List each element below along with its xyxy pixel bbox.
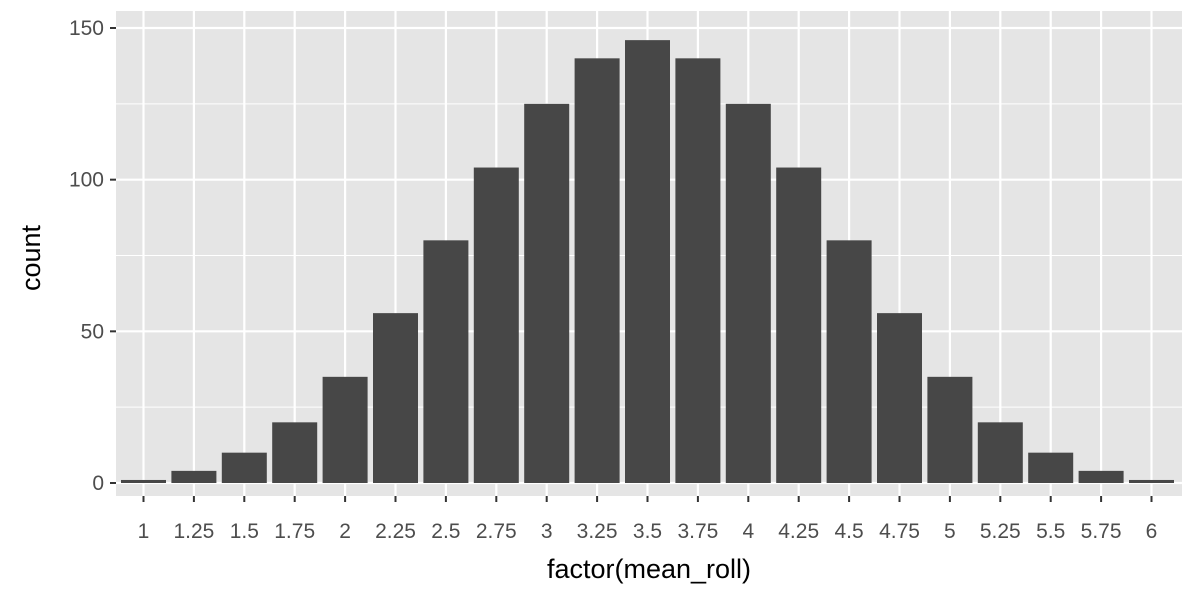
bar-1.5 <box>221 452 267 483</box>
bar-5 <box>927 376 973 483</box>
x-tick-label: 3.5 <box>633 520 662 543</box>
bars <box>121 40 1174 484</box>
x-tick-label: 5.75 <box>1081 520 1122 543</box>
bar-6 <box>1129 479 1174 483</box>
y-axis-title: count <box>16 224 46 291</box>
y-tick-label: 0 <box>92 472 104 495</box>
bar-4.25 <box>776 167 822 484</box>
bar-2.75 <box>473 167 519 484</box>
bar-5.25 <box>977 422 1023 483</box>
bar-4.5 <box>826 240 872 483</box>
bar-4.75 <box>877 313 922 483</box>
x-tick-label: 1.5 <box>230 520 259 543</box>
x-axis-title: factor(mean_roll) <box>547 554 751 584</box>
bar-1 <box>121 479 166 483</box>
bar-2.25 <box>373 313 418 483</box>
x-tick-label: 5.25 <box>980 520 1021 543</box>
x-tick-label: 1.75 <box>274 520 315 543</box>
x-tick-label: 2 <box>339 520 351 543</box>
bar-5.75 <box>1078 470 1124 483</box>
y-tick-label: 150 <box>69 17 104 40</box>
x-tick-label: 4.25 <box>778 520 819 543</box>
bar-5.5 <box>1028 452 1074 483</box>
y-tick-label: 50 <box>81 320 104 343</box>
bar-1.25 <box>171 470 217 483</box>
bar-3.75 <box>675 58 721 483</box>
x-tick-label: 3.25 <box>577 520 618 543</box>
bar-2.5 <box>423 240 469 483</box>
x-tick-label: 6 <box>1146 520 1158 543</box>
y-tick-label: 100 <box>69 169 104 192</box>
x-tick-label: 4.75 <box>879 520 920 543</box>
bar-3 <box>524 103 570 483</box>
x-tick-label: 5.5 <box>1036 520 1065 543</box>
x-tick-label: 2.75 <box>476 520 517 543</box>
x-tick-label: 3.75 <box>677 520 718 543</box>
bar-2 <box>322 376 368 483</box>
x-tick-label: 5 <box>944 520 956 543</box>
x-tick-label: 2.25 <box>375 520 416 543</box>
bar-1.75 <box>272 422 318 483</box>
bar-3.5 <box>625 40 670 484</box>
x-tick-label: 4 <box>742 520 754 543</box>
x-tick-label: 3 <box>541 520 553 543</box>
x-tick-label: 4.5 <box>834 520 863 543</box>
x-tick-label: 1.25 <box>173 520 214 543</box>
bar-4 <box>725 103 771 483</box>
bar-3.25 <box>574 58 620 483</box>
axes: 0 50 100 150 1 1.25 1.5 1.75 2 2.25 2.5 2.75 3 3.25 3.… <box>69 17 1157 543</box>
x-tick-label: 1 <box>138 520 150 543</box>
x-tick-label: 2.5 <box>431 520 460 543</box>
